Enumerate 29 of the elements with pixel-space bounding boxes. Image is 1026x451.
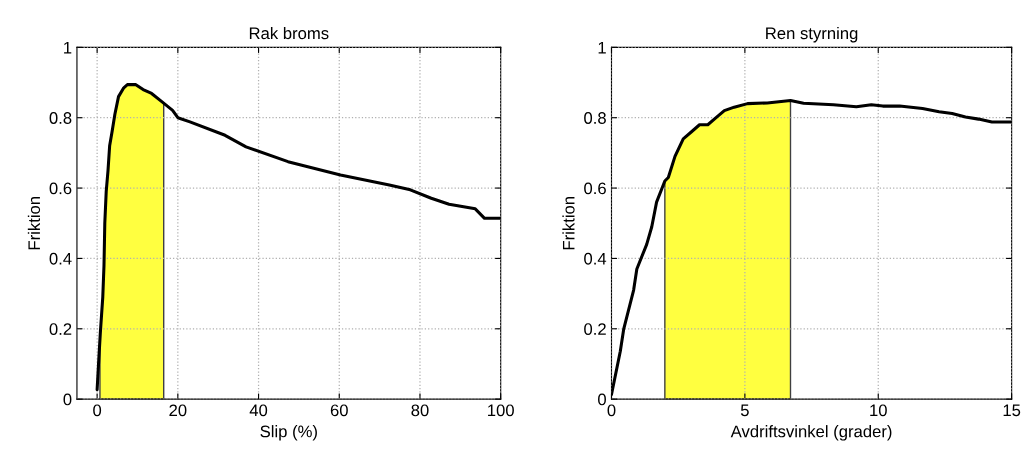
x-tick-label: 0: [93, 404, 102, 417]
y-tick-label: 1: [64, 41, 72, 54]
y-tick-label: 0.2: [584, 323, 606, 335]
x-axis-title: Slip (%): [260, 425, 317, 441]
x-tick-label: 15: [1003, 404, 1021, 417]
y-tick-label: 0.2: [49, 323, 72, 335]
x-tick-label: 60: [330, 404, 348, 417]
y-tick-label: 0.8: [584, 112, 606, 124]
x-tick-label: 100: [488, 404, 514, 417]
chart-title: Ren styrning: [766, 26, 858, 43]
line-series: [95, 83, 501, 392]
x-tick-label: 40: [249, 404, 268, 417]
y-axis-title: Friktion: [562, 197, 575, 250]
x-tick-label: 0: [607, 404, 616, 417]
y-axis-title: Friktion: [27, 197, 41, 250]
chart-title: Rak broms: [249, 26, 329, 40]
y-tick-label: 0.6: [49, 182, 72, 195]
y-tick-label: 0: [63, 393, 72, 406]
y-tick-label: 0.4: [49, 252, 72, 265]
y-tick-label: 0.4: [584, 252, 607, 265]
y-tick-label: 0: [598, 393, 606, 406]
x-tick-label: 10: [870, 404, 887, 417]
x-tick-label: 80: [411, 404, 429, 417]
x-tick-label: 20: [169, 404, 187, 417]
y-tick-label: 0.6: [584, 182, 606, 195]
x-tick-label: 5: [740, 404, 749, 417]
y-tick-label: 1: [598, 41, 606, 54]
y-tick-label: 0.8: [49, 112, 72, 124]
x-axis-title: Avdriftsvinkel (grader): [730, 425, 892, 441]
